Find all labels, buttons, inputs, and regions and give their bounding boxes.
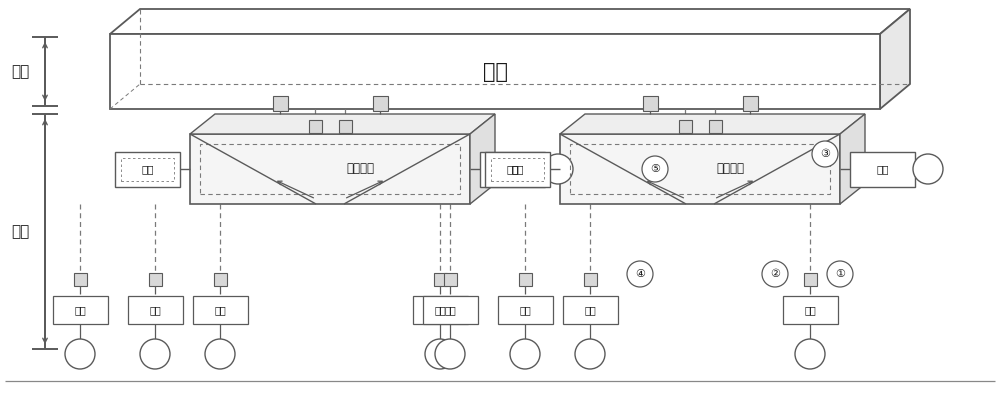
Bar (372, 95, 388, 111)
Bar (338, 119, 352, 132)
Circle shape (627, 261, 653, 287)
Bar (214, 273, 226, 286)
Text: ⑤: ⑤ (650, 164, 660, 174)
Bar (444, 273, 456, 286)
Text: 车体: 车体 (482, 61, 508, 81)
Text: 轴箱: 轴箱 (434, 305, 446, 315)
Bar (562, 296, 618, 324)
Bar (190, 134, 470, 204)
Text: 轴箱: 轴箱 (584, 305, 596, 315)
Bar (110, 34, 880, 109)
Text: 轴箱: 轴箱 (804, 305, 816, 315)
Circle shape (575, 339, 605, 369)
Text: 二系: 二系 (11, 64, 29, 79)
Bar (128, 296, 182, 324)
Circle shape (65, 339, 95, 369)
Bar (642, 95, 658, 111)
Bar (115, 152, 180, 186)
Text: 轴箱: 轴箱 (141, 164, 154, 174)
Text: 轴箱: 轴箱 (876, 164, 889, 174)
Bar (804, 273, 816, 286)
Circle shape (205, 339, 235, 369)
Text: ④: ④ (635, 269, 645, 279)
Bar (200, 144, 460, 194)
Circle shape (510, 339, 540, 369)
Bar (52, 296, 108, 324)
Bar (192, 296, 248, 324)
Circle shape (762, 261, 788, 287)
Bar (74, 273, 87, 286)
Polygon shape (110, 9, 910, 34)
Bar (272, 95, 288, 111)
Bar (413, 296, 468, 324)
Polygon shape (190, 114, 495, 134)
Text: 前转向架: 前转向架 (346, 162, 374, 176)
Text: 后转向架: 后转向架 (716, 162, 744, 176)
Bar (480, 152, 545, 186)
Polygon shape (880, 9, 910, 109)
Bar (584, 273, 596, 286)
Bar (485, 152, 550, 186)
Text: ③: ③ (820, 149, 830, 159)
Text: 轴箱: 轴箱 (519, 305, 531, 315)
Bar (570, 144, 830, 194)
Circle shape (827, 261, 853, 287)
Circle shape (913, 154, 943, 184)
Text: ②: ② (770, 269, 780, 279)
Circle shape (435, 339, 465, 369)
Text: 轴箱: 轴箱 (511, 164, 524, 174)
Bar (560, 134, 840, 204)
Polygon shape (840, 114, 865, 204)
Text: 轴箱: 轴箱 (444, 305, 456, 315)
Bar (678, 119, 692, 132)
Text: 一系: 一系 (11, 224, 29, 239)
Circle shape (795, 339, 825, 369)
Circle shape (140, 339, 170, 369)
Text: 轴箱: 轴箱 (149, 305, 161, 315)
Bar (121, 158, 174, 180)
Circle shape (812, 141, 838, 167)
Bar (708, 119, 722, 132)
Circle shape (642, 156, 668, 182)
Circle shape (425, 339, 455, 369)
Bar (308, 119, 322, 132)
Bar (422, 296, 478, 324)
Bar (518, 273, 532, 286)
Circle shape (543, 154, 573, 184)
Text: ①: ① (835, 269, 845, 279)
Bar (491, 158, 544, 180)
Bar (742, 95, 758, 111)
Text: 轴箱: 轴箱 (74, 305, 86, 315)
Polygon shape (470, 114, 495, 204)
Bar (850, 152, 915, 186)
Text: 轴箱: 轴箱 (506, 164, 519, 174)
Bar (498, 296, 552, 324)
Text: 轴箱: 轴箱 (214, 305, 226, 315)
Bar (434, 273, 446, 286)
Bar (782, 296, 838, 324)
Bar (148, 273, 162, 286)
Polygon shape (560, 114, 865, 134)
